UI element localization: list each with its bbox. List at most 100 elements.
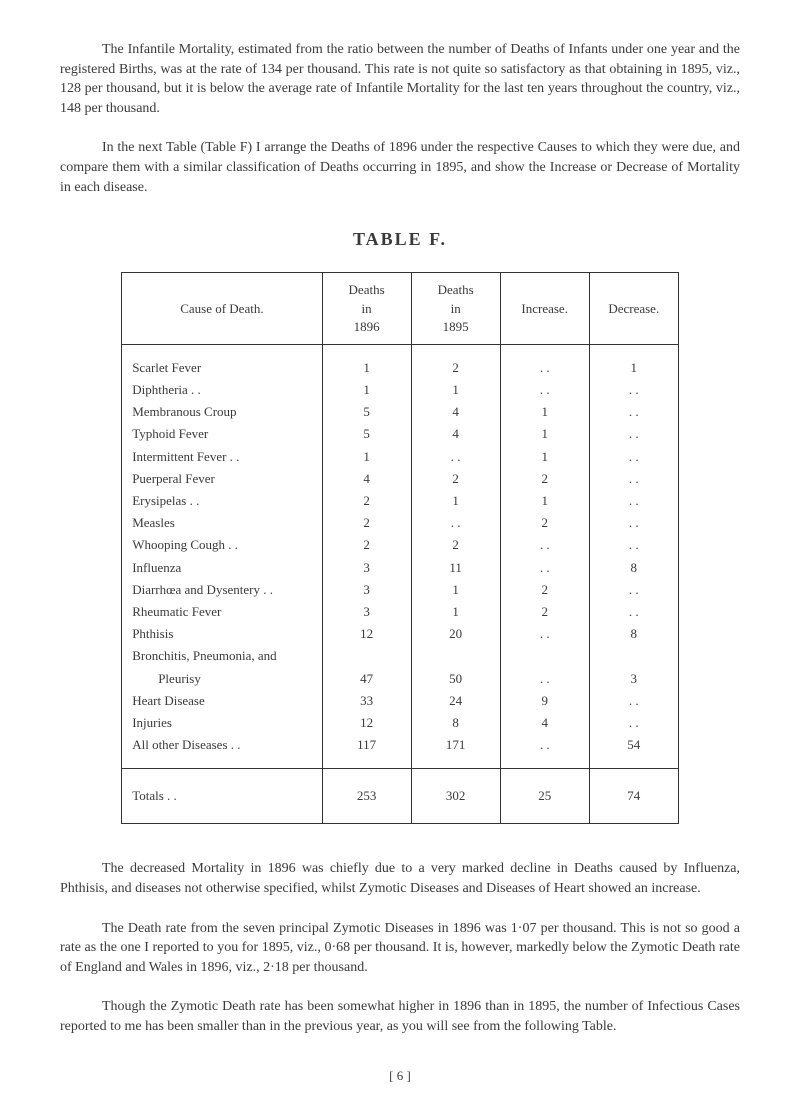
table-row-cause: Erysipelas . .: [122, 490, 322, 512]
table-row-cause: Scarlet Fever: [122, 344, 322, 379]
table-row-increase: 1: [500, 446, 589, 468]
table-row-increase: 1: [500, 423, 589, 445]
table-row-decrease: 8: [589, 557, 678, 579]
table-row-d1895: 50: [411, 668, 500, 690]
header-decrease: Decrease.: [589, 273, 678, 345]
table-row-d1895: 2: [411, 534, 500, 556]
table-row-d1895: 2: [411, 344, 500, 379]
table-row-increase: 2: [500, 468, 589, 490]
table-f: Cause of Death. Deathsin1896 Deathsin189…: [121, 272, 679, 824]
table-row-decrease: 54: [589, 734, 678, 769]
paragraph-3: The decreased Mortality in 1896 was chie…: [60, 859, 740, 898]
table-row-decrease: . .: [589, 579, 678, 601]
table-row-cause: Whooping Cough . .: [122, 534, 322, 556]
table-row-increase: . .: [500, 344, 589, 379]
table-row-decrease: 3: [589, 668, 678, 690]
table-row-d1895: 4: [411, 401, 500, 423]
table-row-decrease: [589, 645, 678, 667]
table-row-d1895: 20: [411, 623, 500, 645]
table-row-d1896: 3: [322, 601, 411, 623]
table-row-increase: . .: [500, 623, 589, 645]
totals-cause: Totals . .: [122, 769, 322, 824]
table-row-d1896: 5: [322, 423, 411, 445]
intro-paragraph-2: In the next Table (Table F) I arrange th…: [60, 138, 740, 197]
table-row-cause: Puerperal Fever: [122, 468, 322, 490]
table-row-decrease: . .: [589, 490, 678, 512]
table-row-increase: 1: [500, 401, 589, 423]
table-row-d1896: 47: [322, 668, 411, 690]
table-row-cause: Phthisis: [122, 623, 322, 645]
table-row-d1896: 1: [322, 379, 411, 401]
totals-1896: 253: [322, 769, 411, 824]
table-row-increase: 4: [500, 712, 589, 734]
table-row-cause: Membranous Croup: [122, 401, 322, 423]
table-row-d1895: . .: [411, 446, 500, 468]
table-row-cause: All other Diseases . .: [122, 734, 322, 769]
table-row-d1896: [322, 645, 411, 667]
table-row-d1896: 4: [322, 468, 411, 490]
table-row-cause: Heart Disease: [122, 690, 322, 712]
table-row-cause: Pleurisy: [122, 668, 322, 690]
table-row-d1895: 1: [411, 579, 500, 601]
table-row-d1895: 171: [411, 734, 500, 769]
table-row-d1896: 33: [322, 690, 411, 712]
table-row-d1896: 3: [322, 579, 411, 601]
table-row-cause: Measles: [122, 512, 322, 534]
table-row-increase: . .: [500, 557, 589, 579]
table-row-cause: Diarrhœa and Dysentery . .: [122, 579, 322, 601]
table-row-increase: 2: [500, 579, 589, 601]
table-row-increase: 2: [500, 601, 589, 623]
table-row-decrease: . .: [589, 534, 678, 556]
table-row-d1896: 12: [322, 712, 411, 734]
table-row-increase: 9: [500, 690, 589, 712]
table-row-cause: Intermittent Fever . .: [122, 446, 322, 468]
table-row-d1895: . .: [411, 512, 500, 534]
table-row-decrease: . .: [589, 379, 678, 401]
table-row-d1896: 2: [322, 534, 411, 556]
table-row-cause: Rheumatic Fever: [122, 601, 322, 623]
table-row-decrease: . .: [589, 423, 678, 445]
table-row-decrease: 1: [589, 344, 678, 379]
table-row-d1896: 1: [322, 344, 411, 379]
table-row-d1896: 2: [322, 490, 411, 512]
table-row-increase: . .: [500, 734, 589, 769]
paragraph-5: Though the Zymotic Death rate has been s…: [60, 997, 740, 1036]
table-row-d1896: 2: [322, 512, 411, 534]
table-row-decrease: . .: [589, 446, 678, 468]
paragraph-4: The Death rate from the seven principal …: [60, 919, 740, 978]
table-row-cause: Typhoid Fever: [122, 423, 322, 445]
table-row-d1896: 5: [322, 401, 411, 423]
table-row-decrease: . .: [589, 401, 678, 423]
totals-decrease: 74: [589, 769, 678, 824]
table-row-d1896: 12: [322, 623, 411, 645]
table-row-d1895: 1: [411, 379, 500, 401]
table-row-decrease: . .: [589, 468, 678, 490]
table-row-d1895: 1: [411, 490, 500, 512]
table-row-increase: . .: [500, 379, 589, 401]
header-cause: Cause of Death.: [122, 273, 322, 345]
header-1896: Deathsin1896: [322, 273, 411, 345]
table-row-d1895: [411, 645, 500, 667]
table-row-cause: Bronchitis, Pneumonia, and: [122, 645, 322, 667]
table-row-d1895: 1: [411, 601, 500, 623]
table-row-d1896: 117: [322, 734, 411, 769]
page-number: [ 6 ]: [60, 1067, 740, 1085]
totals-1895: 302: [411, 769, 500, 824]
table-row-d1895: 8: [411, 712, 500, 734]
table-row-decrease: 8: [589, 623, 678, 645]
table-row-d1896: 3: [322, 557, 411, 579]
table-row-d1895: 4: [411, 423, 500, 445]
table-row-d1895: 2: [411, 468, 500, 490]
table-row-increase: . .: [500, 534, 589, 556]
header-increase: Increase.: [500, 273, 589, 345]
table-row-d1895: 24: [411, 690, 500, 712]
table-row-cause: Influenza: [122, 557, 322, 579]
table-row-cause: Diphtheria . .: [122, 379, 322, 401]
table-title: TABLE F.: [60, 227, 740, 252]
table-row-increase: . .: [500, 668, 589, 690]
table-row-increase: 2: [500, 512, 589, 534]
intro-paragraph-1: The Infantile Mortality, estimated from …: [60, 40, 740, 118]
table-row-cause: Injuries: [122, 712, 322, 734]
table-row-d1896: 1: [322, 446, 411, 468]
table-row-decrease: . .: [589, 512, 678, 534]
